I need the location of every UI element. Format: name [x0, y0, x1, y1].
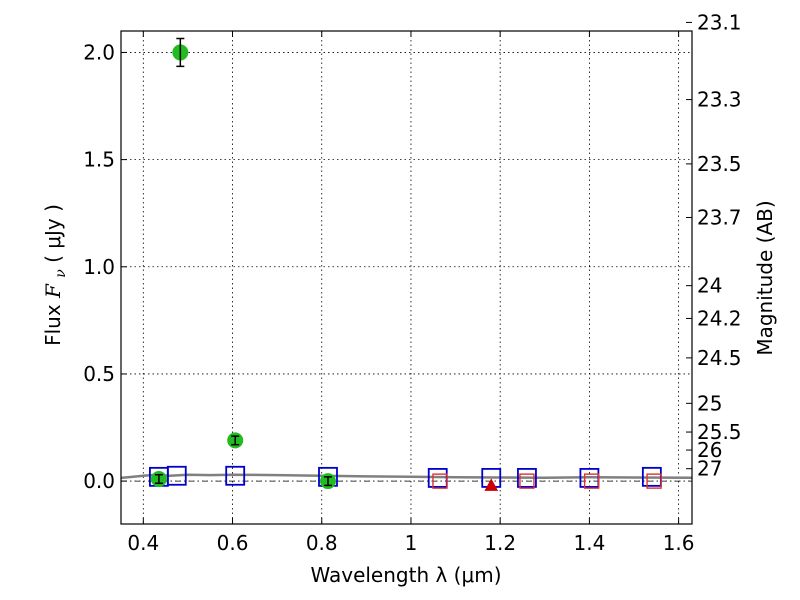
y-tick-label: 0.0 [83, 469, 115, 493]
x-tick-label: 0.8 [306, 531, 338, 555]
nondetection-box [432, 473, 448, 489]
plot-frame [120, 30, 693, 525]
nondetection-box [646, 473, 662, 489]
mag-tick-label: 24.5 [697, 346, 742, 370]
x-tick-label: 0.4 [127, 531, 159, 555]
x-axis-label: Wavelength λ (μm) [310, 563, 501, 587]
x-tick-label: 1.4 [573, 531, 605, 555]
y-tick-label: 1.0 [83, 255, 115, 279]
y-axis-label-symbol: F [41, 283, 65, 299]
mag-tick-label: 27 [697, 457, 722, 481]
x-tick-label: 1.2 [484, 531, 516, 555]
model-photometry-box [166, 465, 187, 486]
mag-tick-label: 23.7 [697, 205, 742, 229]
mag-tick-label: 26 [697, 438, 722, 462]
mag-tick-label: 23.1 [697, 10, 742, 34]
mag-tick-label: 25 [697, 391, 722, 415]
nondetection-box [583, 473, 600, 489]
model-photometry-box [517, 468, 537, 488]
upper-limit-marker [484, 478, 499, 491]
y-axis-label-prefix: Flux [41, 298, 65, 346]
tick-layer: 0.4 0.6 0.8 1 1.2 1.4 1.6 0.0 0.5 1.0 1.5 2.0 23.1 23… [83, 10, 741, 555]
marker-layer [149, 37, 662, 491]
mag-tick-label: 23.3 [697, 88, 742, 112]
model-photometry-box [225, 465, 246, 486]
y-tick-label: 0.5 [83, 362, 115, 386]
y-axis-label: Flux F ν ( μJy ) [41, 204, 70, 346]
y-axis-label-subscript: ν [53, 269, 69, 278]
y-axis-label-units: ( μJy ) [41, 204, 65, 263]
y2-axis-label: Magnitude (AB) [753, 200, 777, 355]
y-tick-label: 1.5 [83, 148, 115, 172]
x-tick-label: 1.6 [663, 531, 695, 555]
x-tick-label: 1 [405, 531, 418, 555]
mag-tick-label: 24.2 [697, 306, 742, 330]
mag-tick-label: 23.5 [697, 152, 742, 176]
nondetection-box [519, 473, 535, 489]
mag-tick-label: 24 [697, 274, 722, 298]
x-tick-label: 0.6 [217, 531, 249, 555]
mag-tick-label: 25.5 [697, 420, 742, 444]
y-tick-label: 2.0 [83, 40, 115, 64]
